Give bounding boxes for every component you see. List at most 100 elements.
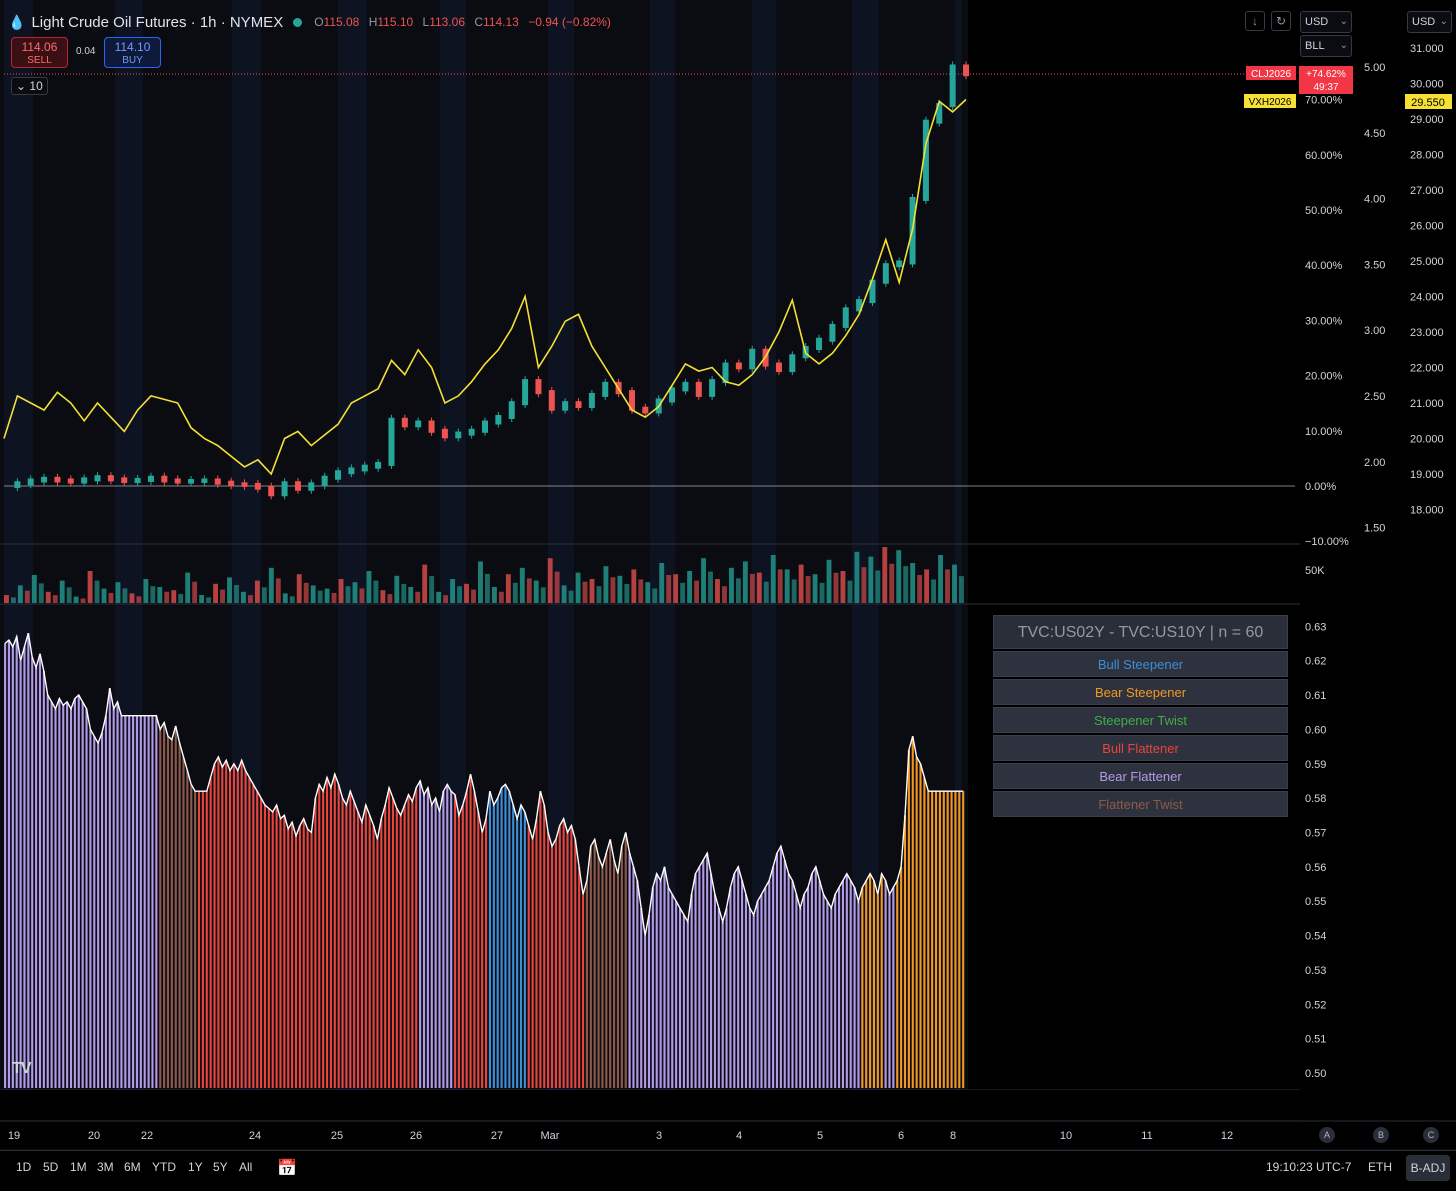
mid-axis-tick: 4.50 bbox=[1364, 128, 1385, 140]
volume-bar bbox=[213, 583, 219, 603]
buy-button[interactable]: 114.10 BUY bbox=[104, 37, 161, 68]
volume-bar bbox=[387, 594, 393, 603]
pct-axis-tick: −10.00% bbox=[1305, 536, 1349, 548]
right-axis-tick: 30.000 bbox=[1410, 79, 1444, 91]
pct-axis-tick: 40.00% bbox=[1305, 260, 1343, 272]
indicator-bar bbox=[605, 853, 608, 1088]
indicator-bar bbox=[512, 804, 515, 1088]
range-ytd[interactable]: YTD bbox=[152, 1160, 176, 1174]
indicator-bar bbox=[485, 818, 488, 1088]
range-1y[interactable]: 1Y bbox=[188, 1160, 203, 1174]
range-1d[interactable]: 1D bbox=[16, 1160, 32, 1174]
vxh2026-label: VXH2026 bbox=[1249, 97, 1292, 108]
indicator-axis-tick: 0.56 bbox=[1305, 862, 1326, 874]
unit-dropdown[interactable]: BLL ⌄ bbox=[1300, 35, 1352, 57]
indicator-bar bbox=[11, 646, 14, 1088]
indicator-bar bbox=[209, 777, 212, 1088]
bottom-toolbar: 1D 5D 1M 3M 6M YTD 1Y 5Y All 📅 19:10:23 … bbox=[0, 1150, 1456, 1187]
clj2026-candle bbox=[695, 381, 702, 397]
indicator-bar bbox=[388, 787, 391, 1088]
indicator-bar bbox=[314, 798, 317, 1088]
range-5y[interactable]: 5Y bbox=[213, 1160, 228, 1174]
indicator-bar bbox=[787, 873, 790, 1088]
empty-strip bbox=[0, 1090, 1300, 1120]
indicator-bar bbox=[81, 701, 84, 1088]
indicator-bar bbox=[523, 811, 526, 1088]
symbol-header[interactable]: 💧 Light Crude Oil Futures · 1h · NYMEX O… bbox=[8, 12, 611, 32]
indicator-bar bbox=[853, 887, 856, 1088]
indicator-bar bbox=[438, 811, 441, 1088]
volume-bar bbox=[896, 550, 902, 603]
clj2026-change-bg bbox=[1299, 66, 1353, 94]
clj2026-candle bbox=[548, 390, 555, 411]
indicator-bar bbox=[880, 873, 883, 1088]
compare-scale-icon[interactable]: C bbox=[1423, 1127, 1439, 1143]
indicator-bar bbox=[135, 715, 139, 1088]
back-adjust-toggle[interactable]: B-ADJ bbox=[1406, 1155, 1450, 1181]
indicator-bar bbox=[585, 880, 588, 1088]
indicator-bar bbox=[271, 811, 274, 1088]
indicator-bar bbox=[609, 839, 612, 1088]
indicator-bar bbox=[958, 791, 961, 1088]
indicator-bar bbox=[411, 801, 414, 1088]
volume-bar bbox=[268, 567, 274, 603]
restore-icon[interactable]: ↻ bbox=[1271, 11, 1291, 31]
indicator-bar bbox=[310, 832, 313, 1088]
range-all[interactable]: All bbox=[239, 1160, 253, 1174]
clj2026-candle bbox=[562, 401, 569, 411]
indicator-bar bbox=[248, 777, 251, 1088]
indicator-bar bbox=[764, 887, 767, 1088]
range-5d[interactable]: 5D bbox=[43, 1160, 59, 1174]
currency-dropdown-2[interactable]: USD ⌄ bbox=[1407, 11, 1452, 33]
indicator-bar bbox=[803, 894, 806, 1088]
indicator-bar bbox=[892, 887, 895, 1088]
quantity-dropdown[interactable]: ⌄ 10 bbox=[11, 77, 48, 95]
volume-bar bbox=[889, 563, 895, 603]
indicator-bar bbox=[23, 646, 26, 1088]
volume-bar bbox=[687, 571, 693, 603]
indicator-bar bbox=[729, 887, 732, 1088]
indicator-axis-tick: 0.53 bbox=[1305, 965, 1326, 977]
symbol-title[interactable]: Light Crude Oil Futures · 1h · NYMEX bbox=[31, 13, 284, 31]
clock-readout[interactable]: 19:10:23 UTC-7 bbox=[1266, 1160, 1352, 1174]
bar-scale-icon[interactable]: B bbox=[1373, 1127, 1389, 1143]
indicator-bar bbox=[62, 705, 65, 1088]
currency-dropdown[interactable]: USD ⌄ bbox=[1300, 11, 1352, 33]
right-axis-tick: 29.000 bbox=[1410, 114, 1444, 126]
indicator-bar bbox=[543, 804, 546, 1088]
volume-bar bbox=[457, 586, 462, 603]
sell-button[interactable]: 114.06 SELL bbox=[11, 37, 68, 68]
arrow-down-icon[interactable]: ↓ bbox=[1245, 11, 1265, 31]
volume-bar bbox=[652, 588, 658, 603]
range-1m[interactable]: 1M bbox=[70, 1160, 87, 1174]
range-6m[interactable]: 6M bbox=[124, 1160, 141, 1174]
auto-scale-icon[interactable]: A bbox=[1319, 1127, 1335, 1143]
volume-bar bbox=[770, 555, 776, 603]
clj2026-candle bbox=[361, 464, 368, 472]
regime-legend: TVC:US02Y - TVC:US10Y | n = 60 Bull Stee… bbox=[993, 615, 1288, 817]
indicator-bar bbox=[333, 774, 336, 1088]
indicator-bar bbox=[748, 908, 751, 1088]
time-axis-tick: 10 bbox=[1060, 1130, 1072, 1142]
volume-bar bbox=[4, 595, 9, 603]
indicator-bar bbox=[341, 798, 344, 1088]
session-toggle[interactable]: ETH bbox=[1368, 1160, 1392, 1174]
indicator-bar bbox=[256, 791, 259, 1088]
volume-bar bbox=[547, 558, 553, 603]
volume-bar bbox=[429, 576, 435, 603]
indicator-bar bbox=[291, 822, 294, 1088]
indicator-bar bbox=[42, 670, 45, 1088]
indicator-bar bbox=[783, 859, 786, 1088]
right-axis-tick: 27.000 bbox=[1410, 185, 1444, 197]
mid-axis-tick: 1.50 bbox=[1364, 523, 1385, 535]
indicator-bar bbox=[593, 839, 596, 1088]
calendar-icon[interactable]: 📅 bbox=[277, 1160, 297, 1177]
volume-bar bbox=[924, 569, 930, 603]
volume-bar bbox=[150, 586, 156, 603]
tradingview-logo[interactable]: TV bbox=[12, 1060, 31, 1077]
indicator-bar bbox=[713, 894, 716, 1088]
range-3m[interactable]: 3M bbox=[97, 1160, 114, 1174]
clj2026-candle bbox=[214, 478, 221, 485]
indicator-bar bbox=[225, 760, 228, 1088]
